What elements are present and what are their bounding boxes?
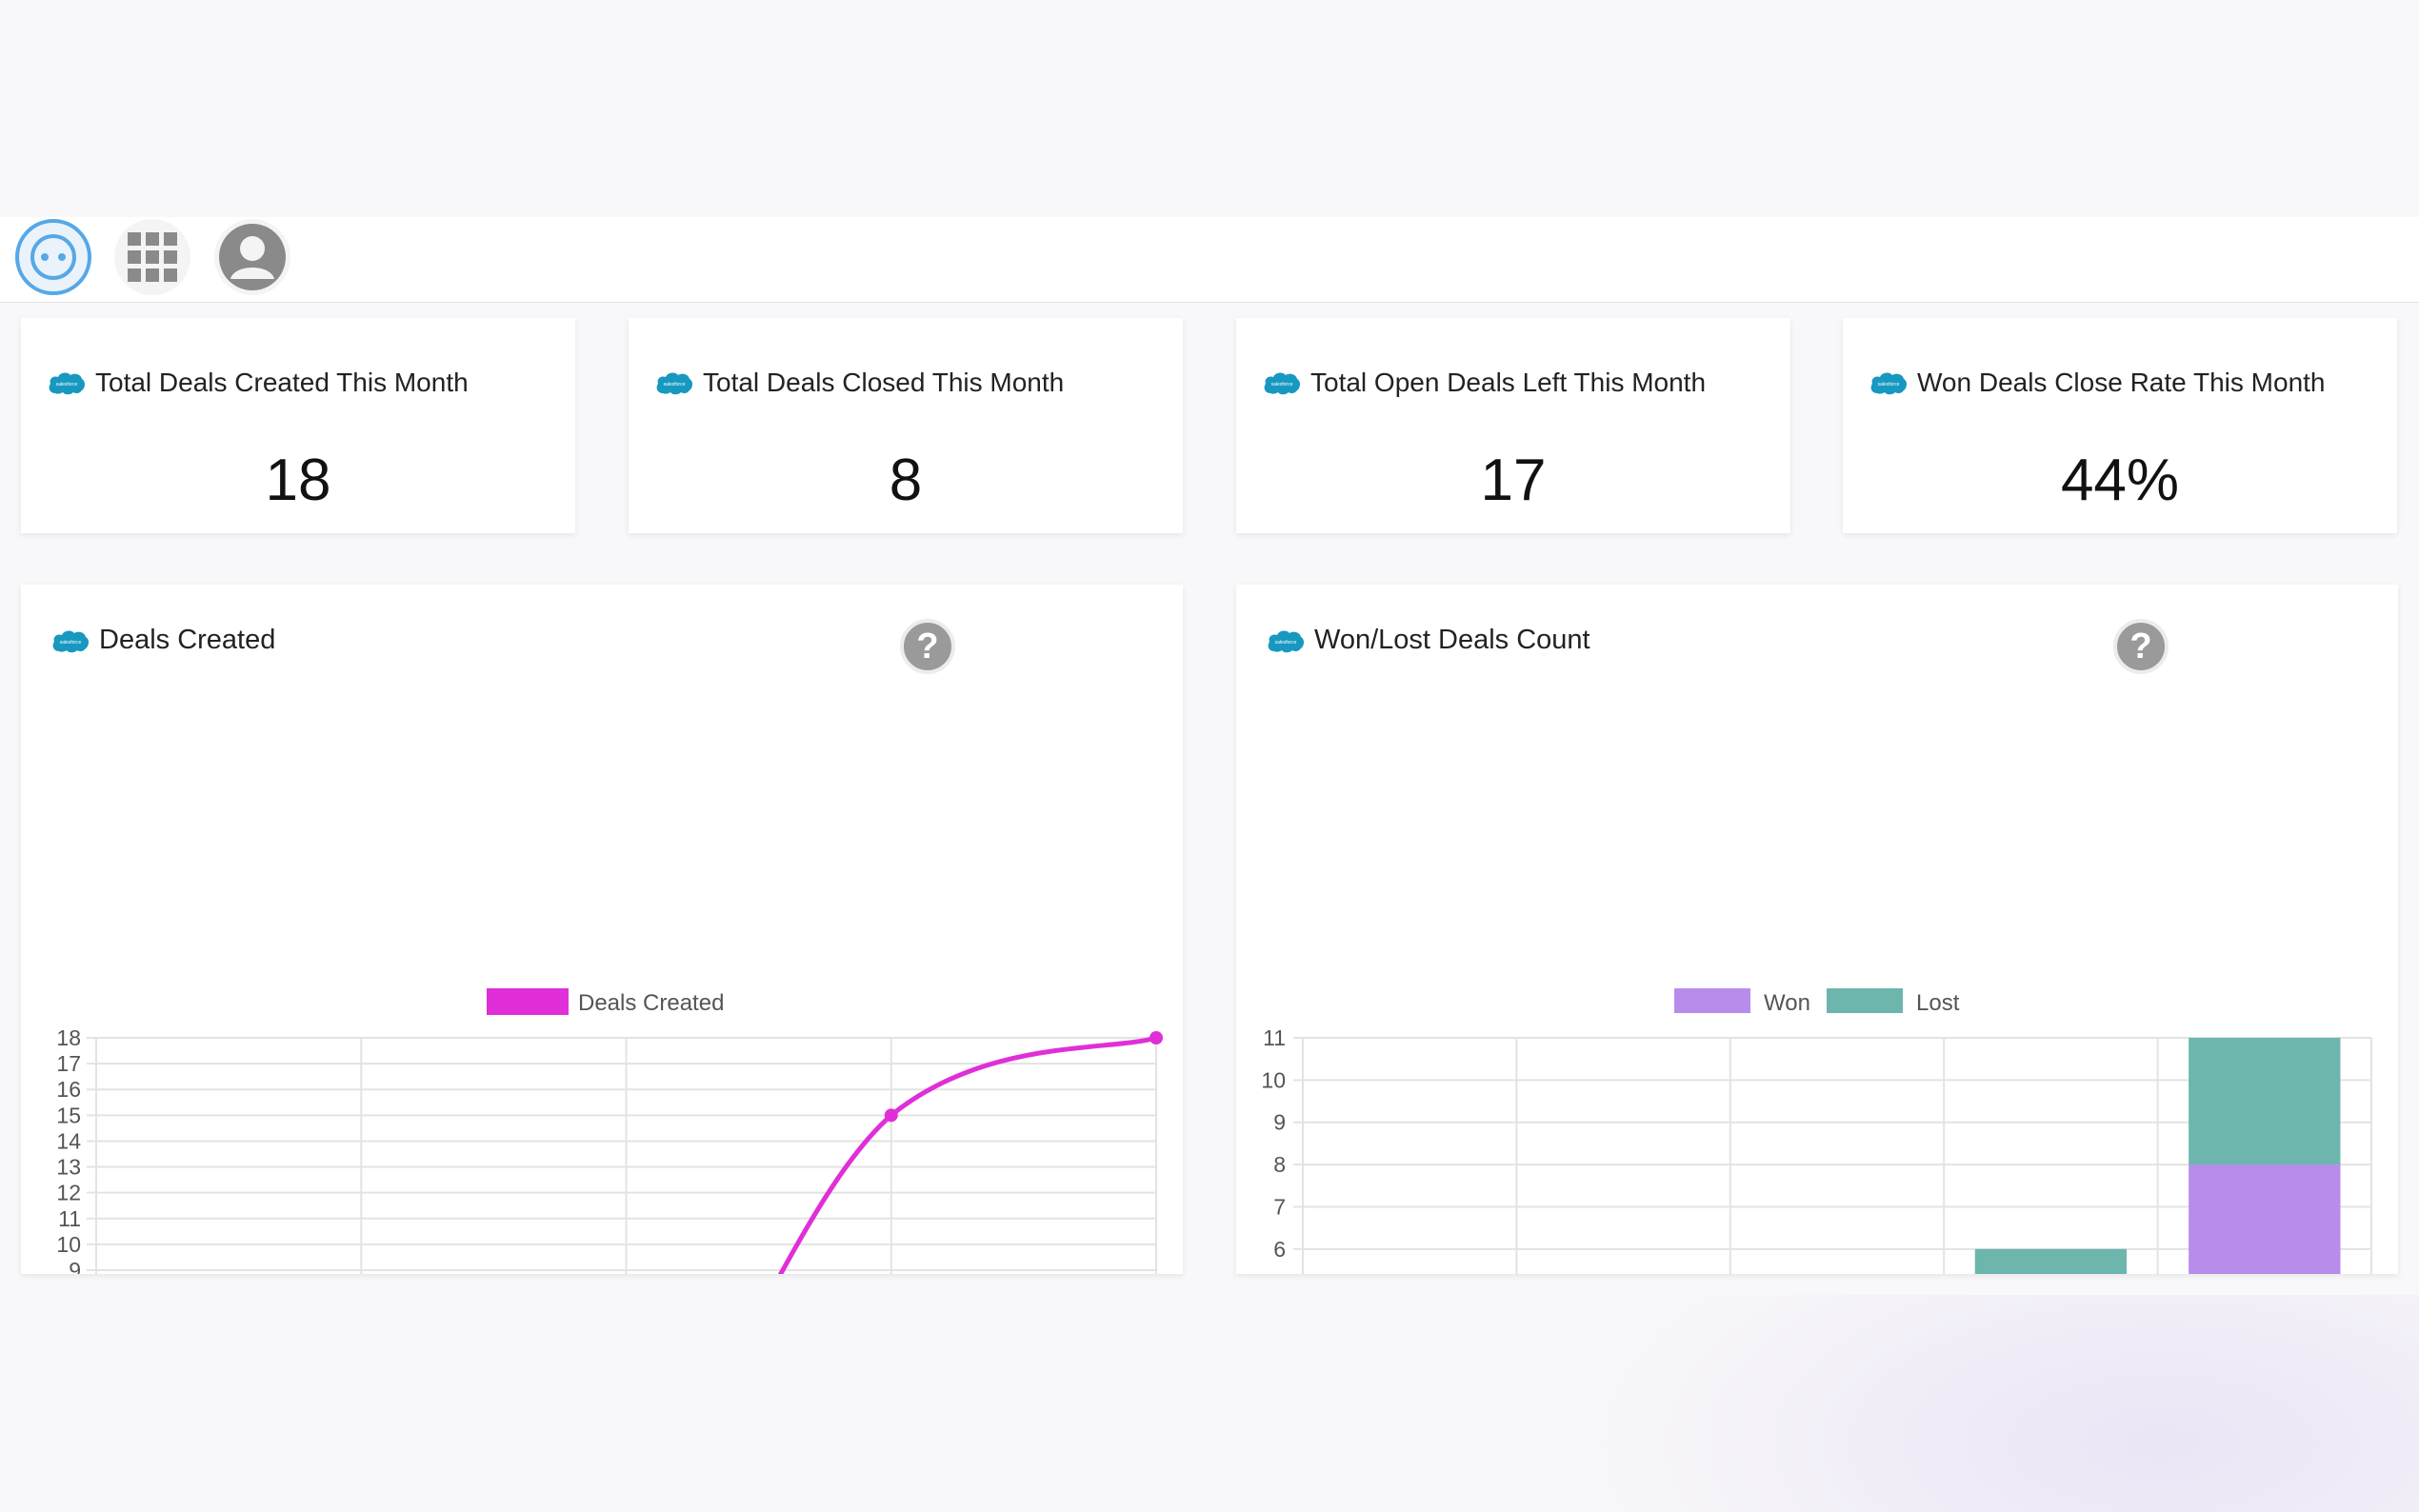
legend-swatch-won [1674, 988, 1750, 1013]
won-lost-chart-card: salesforce Won/Lost Deals Count ? Won Los… [1236, 585, 2398, 1512]
home-button[interactable] [15, 219, 91, 295]
kpi-title-text: Total Open Deals Left This Month [1310, 368, 1707, 397]
deals-created-line-chart: Deals Created012345678910111213141516171… [56, 988, 1163, 1512]
legend-label-lost: Lost [1916, 990, 1960, 1016]
svg-text:salesforce: salesforce [1275, 640, 1297, 646]
kpi-value: 44% [2060, 448, 2180, 513]
y-tick-label: 10 [1261, 1067, 1286, 1092]
y-tick-label: 7 [1273, 1194, 1286, 1219]
legend-swatch-lost [1827, 988, 1903, 1013]
kpi-title: salesforce Total Deals Closed This Month [655, 368, 1064, 398]
kpi-title-text: Total Deals Closed This Month [703, 368, 1065, 397]
dashboard-area: salesforce Total Deals Created This Mont… [0, 303, 2419, 1512]
kpi-value: 8 [889, 448, 923, 513]
kpi-value: 18 [265, 448, 331, 513]
y-tick-label: 9 [69, 1258, 81, 1274]
svg-text:salesforce: salesforce [60, 640, 82, 646]
salesforce-logo-icon: salesforce [1870, 372, 1907, 395]
app-launcher-button[interactable] [114, 219, 190, 295]
svg-text:salesforce: salesforce [664, 382, 686, 388]
kpi-title: salesforce Total Deals Created This Mont… [48, 368, 469, 398]
legend-label-won: Won [1764, 990, 1810, 1016]
bar-lost-may [1974, 1248, 2128, 1334]
user-profile-button[interactable] [214, 219, 290, 295]
salesforce-logo-icon: salesforce [656, 372, 692, 395]
app-grid-icon [128, 232, 177, 282]
y-tick-label: 16 [56, 1077, 81, 1102]
y-tick-label: 18 [56, 1025, 81, 1050]
legend-swatch-deals-created [487, 988, 569, 1015]
chart-title: salesforce Won/Lost Deals Count [1267, 625, 1590, 656]
kpi-card-deals-created[interactable]: salesforce Total Deals Created This Mont… [21, 318, 575, 533]
kpi-card-deals-closed[interactable]: salesforce Total Deals Closed This Month… [629, 318, 1183, 533]
legend-label-deals-created: Deals Created [578, 990, 724, 1016]
kpi-title: salesforce Won Deals Close Rate This Mon… [1869, 368, 2326, 398]
svg-text:salesforce: salesforce [56, 382, 78, 388]
deals-created-chart-card: salesforce Deals Created ? Deals Created… [21, 585, 1183, 1512]
salesforce-logo-icon: salesforce [1264, 372, 1300, 395]
salesforce-logo-icon: salesforce [52, 630, 89, 652]
chart-title: salesforce Deals Created [51, 625, 275, 656]
y-tick-label: 12 [56, 1181, 81, 1205]
user-profile-icon [219, 224, 286, 290]
y-tick-label: 11 [1263, 1025, 1286, 1050]
kpi-title-text: Won Deals Close Rate This Month [1917, 368, 2326, 397]
kpi-card-open-deals[interactable]: salesforce Total Open Deals Left This Mo… [1236, 318, 1790, 533]
chart-title-text: Won/Lost Deals Count [1314, 625, 1590, 655]
chart-title-text: Deals Created [99, 625, 276, 655]
help-icon[interactable]: ? [900, 619, 955, 674]
kpi-value: 17 [1480, 448, 1547, 513]
svg-text:salesforce: salesforce [1878, 382, 1900, 388]
y-tick-label: 11 [58, 1206, 81, 1231]
won-lost-bar-chart: WonLost01234567891011FebruaryMarchAprilM… [1261, 988, 2372, 1512]
y-tick-label: 9 [1273, 1110, 1286, 1135]
salesforce-logo-icon: salesforce [1268, 630, 1304, 652]
help-icon[interactable]: ? [2113, 619, 2169, 674]
data-point-deals-created [1150, 1031, 1163, 1044]
y-tick-label: 6 [1273, 1237, 1286, 1262]
data-point-deals-created [884, 1108, 898, 1123]
salesforce-logo-icon: salesforce [49, 372, 85, 395]
y-tick-label: 8 [1273, 1152, 1286, 1177]
home-icon [30, 234, 76, 280]
svg-text:salesforce: salesforce [1271, 382, 1293, 388]
kpi-card-close-rate[interactable]: salesforce Won Deals Close Rate This Mon… [1843, 318, 2397, 533]
kpi-title-text: Total Deals Created This Month [95, 368, 469, 397]
bar-lost-june [2189, 1038, 2341, 1165]
kpi-title: salesforce Total Open Deals Left This Mo… [1263, 368, 1706, 398]
bar-won-june [2189, 1164, 2341, 1502]
top-navigation-bar [0, 217, 2419, 303]
y-tick-label: 13 [56, 1155, 81, 1180]
y-tick-label: 17 [56, 1051, 81, 1076]
y-tick-label: 14 [56, 1128, 81, 1153]
y-tick-label: 15 [56, 1103, 81, 1127]
y-tick-label: 10 [56, 1232, 81, 1257]
